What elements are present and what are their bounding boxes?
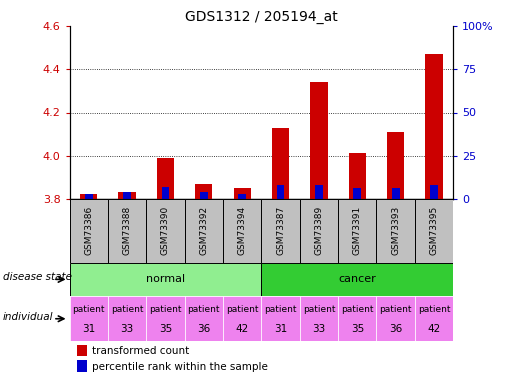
- Text: GSM73392: GSM73392: [199, 206, 208, 255]
- Bar: [223, 199, 261, 262]
- Text: GSM73393: GSM73393: [391, 206, 400, 255]
- Text: patient: patient: [303, 305, 335, 314]
- Bar: [338, 199, 376, 262]
- Bar: [387, 132, 404, 199]
- Bar: [146, 296, 184, 341]
- Bar: [108, 296, 146, 341]
- Text: 35: 35: [159, 324, 172, 334]
- Bar: [261, 296, 300, 341]
- Bar: [315, 185, 323, 199]
- Bar: [430, 185, 438, 199]
- Text: 42: 42: [427, 324, 441, 334]
- Text: patient: patient: [73, 305, 105, 314]
- Text: 35: 35: [351, 324, 364, 334]
- Text: individual: individual: [3, 312, 53, 322]
- Bar: [162, 187, 169, 199]
- Text: patient: patient: [418, 305, 450, 314]
- Bar: [184, 199, 223, 262]
- Bar: [200, 192, 208, 199]
- Text: 36: 36: [389, 324, 402, 334]
- Bar: [300, 199, 338, 262]
- Text: 31: 31: [82, 324, 95, 334]
- Text: percentile rank within the sample: percentile rank within the sample: [92, 362, 268, 372]
- Bar: [70, 199, 108, 262]
- Title: GDS1312 / 205194_at: GDS1312 / 205194_at: [185, 10, 338, 24]
- Text: 33: 33: [312, 324, 325, 334]
- Text: disease state: disease state: [3, 273, 72, 282]
- Text: patient: patient: [380, 305, 412, 314]
- Text: GSM73387: GSM73387: [276, 206, 285, 255]
- Text: GSM73391: GSM73391: [353, 206, 362, 255]
- Bar: [349, 153, 366, 199]
- Bar: [70, 296, 108, 341]
- Bar: [118, 192, 136, 199]
- Text: 42: 42: [235, 324, 249, 334]
- Bar: [223, 296, 261, 341]
- Text: cancer: cancer: [338, 274, 376, 284]
- Bar: [146, 199, 184, 262]
- Text: 36: 36: [197, 324, 211, 334]
- Bar: [353, 188, 361, 199]
- Text: GSM73386: GSM73386: [84, 206, 93, 255]
- Text: GSM73394: GSM73394: [238, 206, 247, 255]
- Text: normal: normal: [146, 274, 185, 284]
- Text: GSM73389: GSM73389: [315, 206, 323, 255]
- Bar: [277, 185, 284, 199]
- Bar: [77, 360, 87, 372]
- Bar: [376, 199, 415, 262]
- Bar: [300, 296, 338, 341]
- Text: patient: patient: [149, 305, 182, 314]
- Bar: [415, 296, 453, 341]
- Bar: [272, 128, 289, 199]
- Text: patient: patient: [226, 305, 259, 314]
- Bar: [392, 188, 400, 199]
- Bar: [338, 296, 376, 341]
- Bar: [415, 199, 453, 262]
- Text: GSM73395: GSM73395: [430, 206, 438, 255]
- Text: 33: 33: [121, 324, 134, 334]
- Bar: [425, 54, 443, 199]
- Text: patient: patient: [341, 305, 373, 314]
- Bar: [157, 158, 174, 199]
- Bar: [233, 188, 251, 199]
- Bar: [195, 184, 213, 199]
- Text: patient: patient: [111, 305, 143, 314]
- Bar: [77, 345, 87, 356]
- Text: patient: patient: [264, 305, 297, 314]
- Text: transformed count: transformed count: [92, 346, 189, 356]
- Bar: [238, 194, 246, 199]
- Bar: [310, 82, 328, 199]
- Bar: [123, 192, 131, 199]
- Text: GSM73388: GSM73388: [123, 206, 131, 255]
- Text: 31: 31: [274, 324, 287, 334]
- Text: GSM73390: GSM73390: [161, 206, 170, 255]
- Text: patient: patient: [187, 305, 220, 314]
- Bar: [80, 194, 97, 199]
- Bar: [261, 199, 300, 262]
- Bar: [376, 296, 415, 341]
- Bar: [184, 296, 223, 341]
- Bar: [85, 194, 93, 199]
- Bar: [70, 262, 261, 296]
- Bar: [261, 262, 453, 296]
- Bar: [108, 199, 146, 262]
